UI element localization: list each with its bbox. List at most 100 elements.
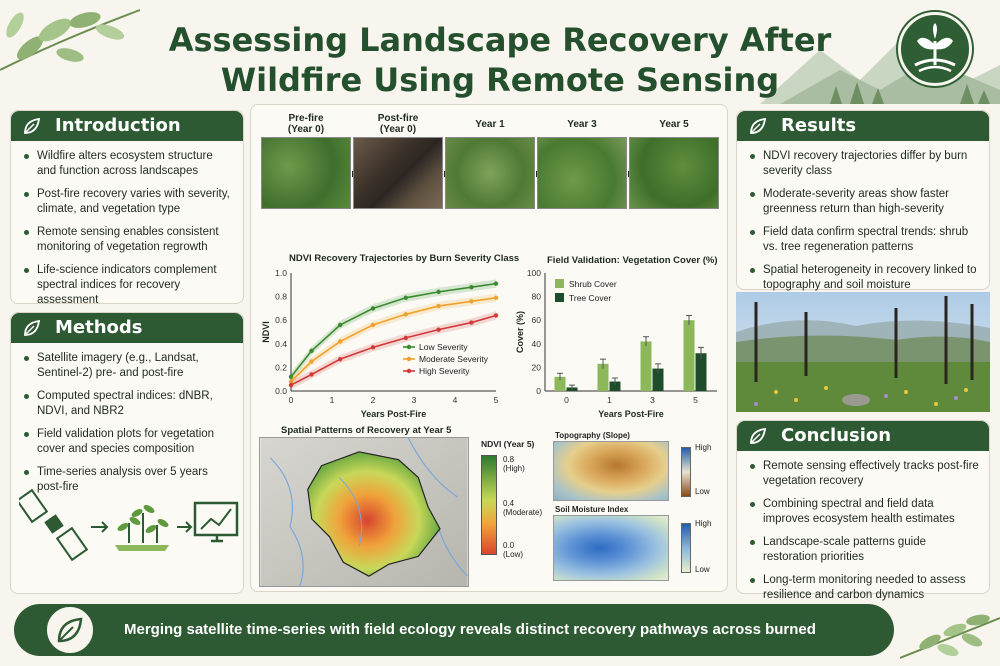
y-tick-label: 80 bbox=[532, 292, 542, 302]
y-tick-label: 0.8 bbox=[275, 292, 287, 302]
soil-moisture-title: Soil Moisture Index bbox=[555, 505, 629, 514]
bar bbox=[640, 341, 652, 391]
workflow-illustration bbox=[19, 488, 239, 561]
results-list: NDVI recovery trajectories differ by bur… bbox=[747, 149, 981, 301]
monitor-chart-icon bbox=[193, 501, 239, 543]
legend-label: Tree Cover bbox=[569, 293, 611, 303]
cover-bar-chart: 0 20 40 60 80 100 0 1 3 5 Years Post-Fire Cover (%)… bbox=[515, 268, 717, 419]
soil-high-label: High bbox=[695, 519, 712, 528]
topography-map bbox=[553, 441, 669, 501]
satellite-icon bbox=[19, 488, 89, 561]
colorbar-title: NDVI (Year 5) bbox=[481, 439, 535, 449]
data-point bbox=[403, 335, 408, 341]
data-point bbox=[469, 284, 474, 290]
timeseries-label-line1: Pre-fire bbox=[288, 113, 324, 124]
spatial-map-title: Spatial Patterns of Recovery at Year 5 bbox=[281, 425, 452, 436]
introduction-panel: Introduction Wildfire alters ecosystem s… bbox=[10, 110, 244, 306]
soil-moisture-colorbar bbox=[681, 523, 691, 573]
data-point bbox=[338, 339, 343, 344]
x-tick-label: 5 bbox=[494, 395, 499, 405]
data-point bbox=[493, 295, 499, 300]
timeseries-satellite-image bbox=[629, 137, 719, 209]
timeseries-label-line1: Post-fire bbox=[377, 113, 419, 124]
data-point bbox=[288, 382, 294, 388]
footer-badge bbox=[44, 604, 96, 656]
soil-low-label: Low bbox=[695, 565, 710, 574]
series-line bbox=[290, 314, 497, 386]
data-point bbox=[403, 312, 408, 317]
x-tick-label: 4 bbox=[453, 395, 458, 405]
y-axis-label: Cover (%) bbox=[515, 311, 525, 353]
data-point bbox=[469, 320, 474, 325]
list-item: Combining spectral and field data improv… bbox=[747, 497, 981, 527]
series-line bbox=[290, 282, 497, 378]
sprout-icon bbox=[914, 23, 956, 73]
timeseries-satellite-image bbox=[353, 137, 443, 209]
methods-list: Satellite imagery (e.g., Landsat, Sentin… bbox=[21, 351, 235, 503]
timeseries-satellite-image bbox=[445, 137, 535, 209]
sprout-logo bbox=[898, 12, 972, 86]
list-item: NDVI recovery trajectories differ by bur… bbox=[747, 149, 981, 179]
colorbar-tick-low: 0.0 (Low) bbox=[503, 541, 524, 559]
x-tick-label: 2 bbox=[371, 395, 376, 405]
x-tick-label: 5 bbox=[693, 395, 698, 405]
regrowth-landscape-photo bbox=[736, 292, 990, 412]
leaf-icon bbox=[750, 427, 767, 444]
soil-moisture-map bbox=[553, 515, 669, 581]
x-tick-label: 0 bbox=[289, 395, 294, 405]
x-tick-label: 3 bbox=[412, 395, 417, 405]
title-line-1: Assessing Landscape Recovery After bbox=[168, 21, 832, 59]
list-item: Time-series analysis over 5 years post-f… bbox=[21, 465, 235, 495]
methods-heading: Methods bbox=[11, 313, 243, 343]
legend-marker bbox=[406, 344, 412, 350]
topography-low-label: Low bbox=[695, 487, 710, 496]
timeseries-label: Post-fire (Year 0) bbox=[353, 113, 443, 135]
results-heading: Results bbox=[737, 111, 989, 141]
leaf-branch-icon bbox=[0, 9, 141, 71]
x-tick-label: 1 bbox=[607, 395, 612, 405]
legend-label: Moderate Severity bbox=[419, 354, 489, 364]
methods-panel: Methods Satellite imagery (e.g., Landsat… bbox=[10, 312, 244, 594]
introduction-heading: Introduction bbox=[11, 111, 243, 141]
timeseries-label: Year 5 bbox=[629, 119, 719, 130]
footer-banner: Merging satellite time-series with field… bbox=[14, 604, 894, 656]
data-point bbox=[469, 299, 474, 304]
data-point bbox=[288, 379, 294, 384]
footer-text: Merging satellite time-series with field… bbox=[124, 621, 816, 638]
bar bbox=[652, 368, 664, 391]
list-item: Moderate-severity areas show faster gree… bbox=[747, 187, 981, 217]
arrow-icon bbox=[91, 521, 109, 533]
leaf-icon bbox=[24, 319, 41, 336]
x-axis-label: Years Post-Fire bbox=[361, 409, 427, 419]
list-item: Long-term monitoring needed to assess re… bbox=[747, 573, 981, 603]
list-item: Remote sensing enables consistent monito… bbox=[21, 225, 235, 255]
spatial-recovery-map bbox=[259, 437, 469, 587]
ndvi-line-chart: 0.0 0.2 0.4 0.6 0.8 1.0 0 1 2 3 4 5 Years Post-Fire N… bbox=[261, 268, 499, 419]
list-item: Field data confirm spectral trends: shru… bbox=[747, 225, 981, 255]
y-tick-label: 60 bbox=[532, 315, 542, 325]
data-point bbox=[338, 322, 343, 328]
legend-marker bbox=[406, 368, 412, 374]
bar bbox=[609, 381, 621, 391]
list-item: Landscape-scale patterns guide restorati… bbox=[747, 535, 981, 565]
data-point bbox=[436, 289, 441, 295]
ndvi-colorbar bbox=[481, 455, 497, 555]
timeseries-label: Year 1 bbox=[445, 119, 535, 130]
legend-label: Low Severity bbox=[419, 342, 468, 352]
colorbar-tick-mid: 0.4 (Moderate) bbox=[503, 499, 543, 517]
legend-label: Shrub Cover bbox=[569, 279, 617, 289]
y-axis-label: NDVI bbox=[261, 321, 271, 343]
data-point bbox=[288, 374, 294, 380]
timeseries-label-line1: Year 3 bbox=[567, 119, 597, 130]
page-title: Assessing Landscape Recovery After Wildf… bbox=[150, 20, 850, 100]
data-point bbox=[370, 322, 376, 328]
bar bbox=[683, 320, 695, 391]
x-tick-label: 0 bbox=[564, 395, 569, 405]
conclusion-heading: Conclusion bbox=[737, 421, 989, 451]
data-point bbox=[493, 313, 499, 318]
leaf-icon bbox=[24, 117, 41, 134]
plants-icon bbox=[115, 505, 169, 551]
series-confidence-band bbox=[291, 279, 496, 381]
series-confidence-band bbox=[291, 293, 496, 386]
